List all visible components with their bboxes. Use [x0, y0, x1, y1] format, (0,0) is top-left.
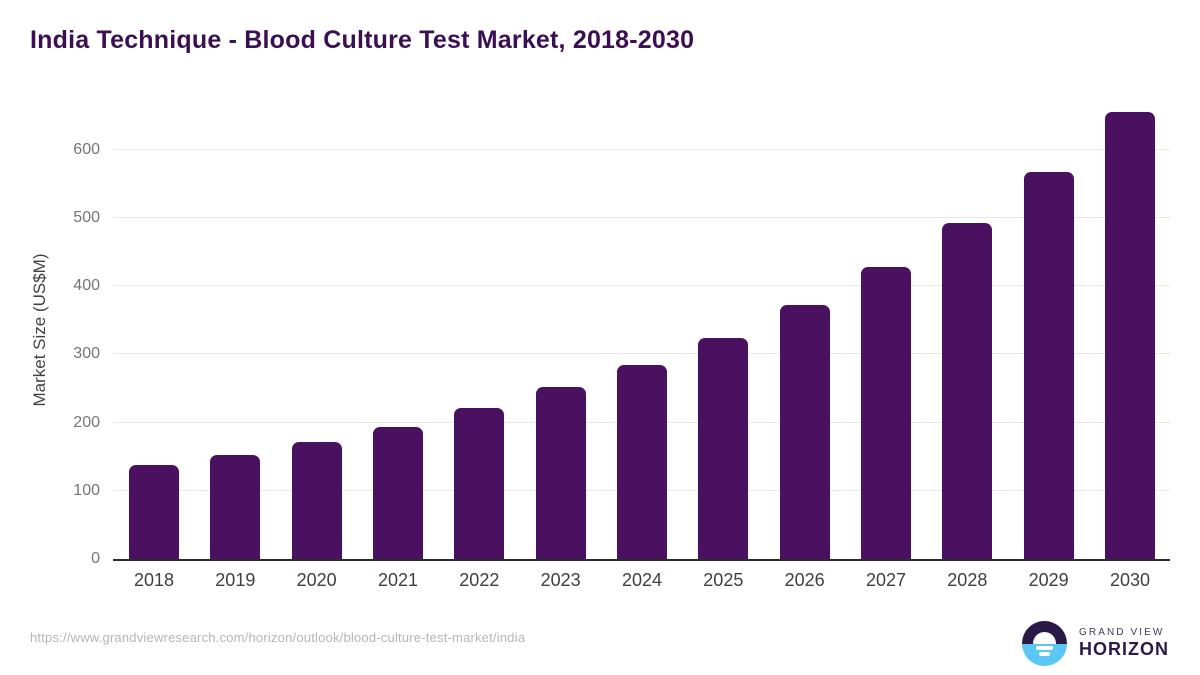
logo-grand-view-text: GRAND VIEW	[1079, 627, 1165, 638]
logo-text: GRAND VIEW HORIZON	[1079, 627, 1169, 660]
bar-2030[interactable]	[1105, 112, 1155, 559]
bar-2023[interactable]	[535, 387, 586, 559]
bar-chart-plot-area: Market Size (US$M) 0 100 200 300 400 500 600 2…	[30, 100, 1170, 590]
horizon-sun-icon	[1022, 621, 1067, 666]
x-tick-label-2024: 2024	[621, 570, 663, 590]
logo-icon-horizon-line-2	[1039, 652, 1050, 656]
bar-2019[interactable]	[210, 454, 261, 559]
logo-icon-horizon-line-1	[1036, 646, 1053, 650]
y-tick-label-100: 100	[73, 481, 100, 499]
bar-2024[interactable]	[617, 364, 667, 559]
bar-2020[interactable]	[291, 441, 342, 559]
x-tick-label-2023: 2023	[540, 570, 581, 590]
x-tick-label-2021: 2021	[377, 570, 419, 590]
logo-icon-sun-dome	[1033, 632, 1056, 644]
gridline-300	[113, 353, 1170, 355]
x-tick-label-2018: 2018	[133, 570, 175, 590]
x-tick-label-2019: 2019	[215, 570, 256, 590]
bar-2018[interactable]	[129, 464, 179, 559]
x-tick-label-2026: 2026	[784, 570, 825, 590]
x-tick-label-2028: 2028	[947, 570, 988, 590]
bar-2025[interactable]	[698, 338, 749, 559]
x-tick-label-2025: 2025	[703, 570, 744, 590]
bar-2029[interactable]	[1023, 171, 1074, 559]
x-tick-label-2027: 2027	[865, 570, 907, 590]
gridline-600	[113, 148, 1170, 150]
x-tick-label-2029: 2029	[1028, 570, 1069, 590]
x-tick-label-2022: 2022	[459, 570, 500, 590]
grandview-horizon-logo: GRAND VIEW HORIZON	[1022, 621, 1169, 666]
y-tick-label-400: 400	[73, 277, 100, 295]
y-tick-label-0: 0	[91, 550, 100, 567]
bar-2021[interactable]	[373, 426, 423, 559]
gridline-400	[113, 285, 1170, 287]
bars-container	[113, 100, 1170, 559]
y-tick-label-200: 200	[73, 413, 100, 431]
y-tick-label-300: 300	[73, 345, 100, 363]
source-url[interactable]: https://www.grandviewresearch.com/horizo…	[30, 630, 526, 645]
y-axis-label: Market Size (US$M)	[30, 252, 49, 407]
bar-2026[interactable]	[779, 304, 830, 559]
bar-2028[interactable]	[942, 223, 993, 559]
y-tick-label-500: 500	[73, 209, 100, 226]
bar-2027[interactable]	[861, 267, 911, 559]
y-tick-label-600: 600	[73, 140, 100, 158]
x-tick-label-2030: 2030	[1109, 570, 1151, 590]
gridline-500	[113, 217, 1170, 218]
x-tick-label-2020: 2020	[296, 570, 337, 590]
logo-horizon-text: HORIZON	[1079, 639, 1169, 659]
bar-2022[interactable]	[454, 408, 505, 559]
chart-title: India Technique - Blood Culture Test Mar…	[30, 26, 695, 54]
